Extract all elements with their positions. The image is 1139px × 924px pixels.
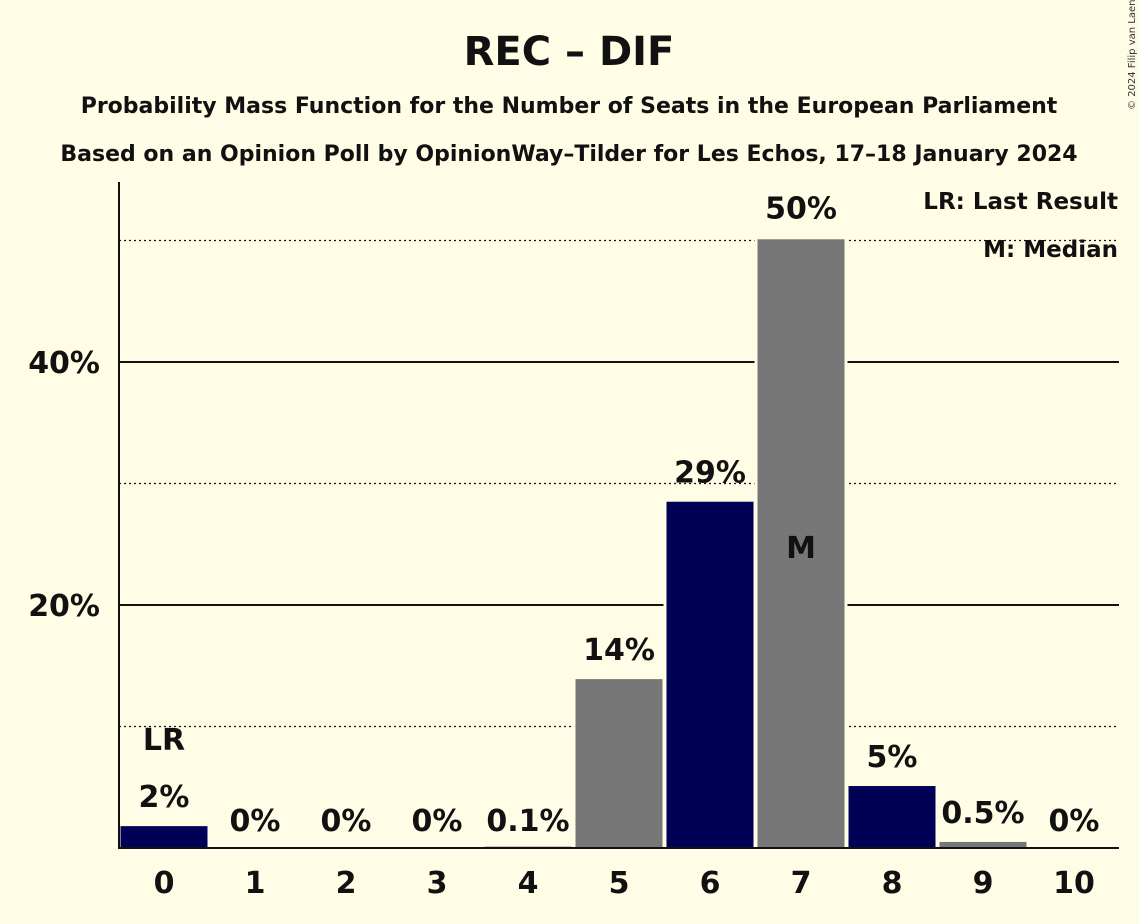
y-tick-label: 40% — [28, 346, 100, 381]
bar-value-label: 0% — [412, 804, 463, 839]
bar-value-label: 0.1% — [486, 804, 569, 839]
chart-subtitle: Probability Mass Function for the Number… — [81, 94, 1058, 119]
x-tick-label: 0 — [154, 866, 175, 901]
legend-last-result: LR: Last Result — [923, 189, 1118, 215]
median-marker: M — [786, 531, 816, 566]
bar-value-label: 0% — [1049, 804, 1100, 839]
x-tick-label: 5 — [609, 866, 630, 901]
bar-value-label: 0% — [321, 804, 372, 839]
bar-value-label: 14% — [583, 633, 655, 668]
x-tick-label: 6 — [700, 866, 721, 901]
bar-seats-8 — [848, 786, 936, 848]
x-tick-label: 4 — [518, 866, 539, 901]
last-result-marker: LR — [143, 723, 185, 758]
bar-seats-5 — [575, 679, 663, 848]
bar-gap — [481, 843, 575, 848]
x-tick-label: 9 — [973, 866, 994, 901]
x-tick-label: 8 — [882, 866, 903, 901]
labels: 20%40%02%LR10%20%30%40.1%514%629%750%M85… — [28, 191, 1099, 901]
bar-seats-0 — [120, 826, 208, 848]
bar-value-label: 2% — [139, 780, 190, 815]
legend-median: M: Median — [983, 237, 1118, 263]
bar-value-label: 0.5% — [941, 796, 1024, 831]
bar-seats-9 — [939, 841, 1027, 848]
x-tick-label: 1 — [245, 866, 266, 901]
axes — [118, 182, 1119, 849]
bar-seats-6 — [666, 501, 754, 848]
chart-title: REC – DIF — [464, 29, 675, 75]
bar-value-label: 50% — [765, 191, 837, 226]
x-tick-label: 7 — [791, 866, 812, 901]
x-tick-label: 3 — [427, 866, 448, 901]
y-tick-label: 20% — [28, 589, 100, 624]
bars — [117, 236, 1030, 848]
bar-value-label: 5% — [867, 740, 918, 775]
bar-value-label: 0% — [230, 804, 281, 839]
x-tick-label: 10 — [1053, 866, 1095, 901]
x-tick-label: 2 — [336, 866, 357, 901]
chart-source: Based on an Opinion Poll by OpinionWay–T… — [60, 142, 1077, 167]
bar-seats-7 — [757, 239, 845, 848]
bar-value-label: 29% — [674, 456, 746, 491]
copyright-note: © 2024 Filip van Laenen — [1127, 0, 1138, 110]
